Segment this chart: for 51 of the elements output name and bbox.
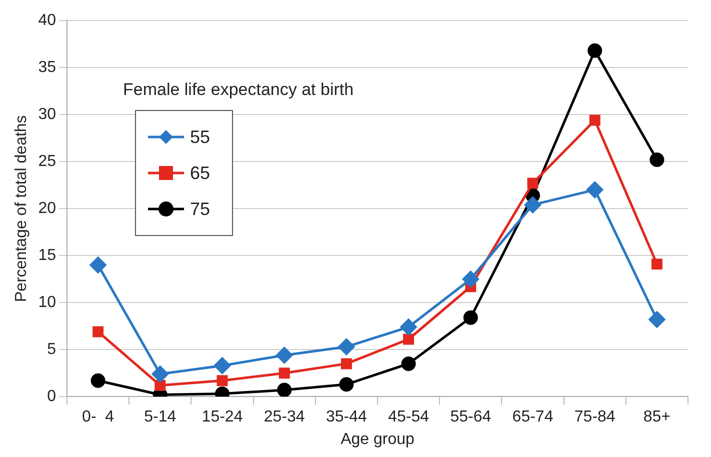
- x-tick-label: 55-64: [450, 408, 492, 426]
- y-tick-label: 20: [38, 200, 56, 218]
- point: [338, 338, 355, 356]
- point: [340, 358, 352, 370]
- point: [276, 346, 293, 364]
- point: [462, 270, 479, 288]
- point: [588, 43, 602, 58]
- y-tick-label: 0: [47, 388, 56, 406]
- point: [648, 311, 666, 328]
- x-tick-label: 5-14: [144, 408, 176, 426]
- y-tick-label: 15: [38, 247, 56, 264]
- point: [214, 357, 230, 374]
- point: [152, 366, 168, 382]
- point: [277, 382, 292, 397]
- point: [524, 196, 541, 214]
- y-tick-label: 40: [38, 12, 56, 30]
- point: [92, 326, 104, 338]
- y-tick-label: 35: [38, 59, 56, 76]
- x-tick-label: 65-74: [512, 408, 554, 426]
- point: [586, 182, 604, 198]
- legend-title: Female life expectancy at birth: [123, 80, 354, 100]
- point: [154, 380, 166, 391]
- y-tick-label: 5: [47, 341, 56, 358]
- point: [650, 152, 664, 167]
- legend-label: 65: [190, 162, 210, 184]
- x-tick-label: 25-34: [264, 408, 305, 426]
- point: [403, 334, 414, 345]
- point: [651, 258, 662, 270]
- point: [401, 356, 416, 371]
- x-tick-label: 45-54: [388, 408, 430, 426]
- x-tick-label: 85+: [643, 408, 671, 426]
- point: [527, 178, 538, 189]
- point: [463, 310, 478, 325]
- y-axis-title: Percentage of total deaths: [13, 115, 30, 302]
- point: [589, 114, 600, 126]
- point: [216, 375, 228, 386]
- legend-label: 55: [190, 126, 210, 148]
- x-tick-label: 35-44: [326, 408, 368, 426]
- y-tick-label: 25: [38, 153, 56, 170]
- x-tick-label: 75-84: [574, 408, 616, 426]
- y-tick-label: 10: [38, 294, 56, 312]
- point: [278, 368, 290, 379]
- point: [90, 256, 106, 274]
- x-tick-label: 15-24: [202, 408, 243, 426]
- x-tick-label: 0- 4: [82, 408, 114, 426]
- legend-label: 75: [190, 198, 210, 220]
- y-tick-label: 30: [38, 106, 56, 124]
- x-axis-title: Age group: [340, 430, 415, 448]
- point: [400, 318, 417, 336]
- point: [339, 377, 354, 392]
- point: [90, 373, 106, 388]
